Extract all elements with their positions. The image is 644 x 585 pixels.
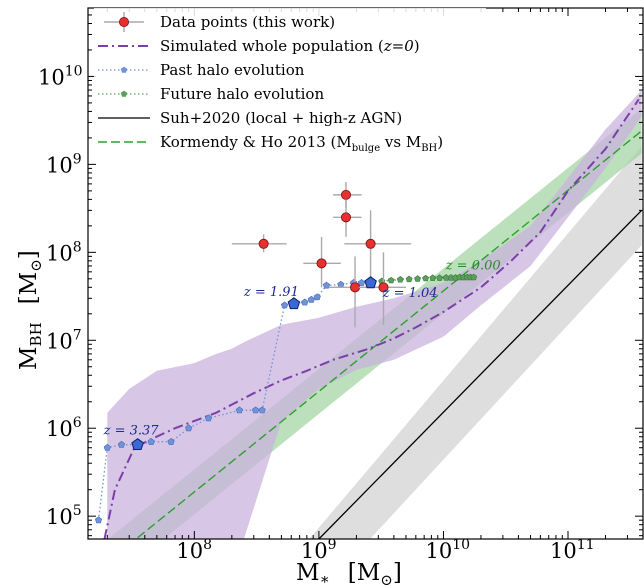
past-halo-point <box>103 443 111 451</box>
highlight-marker <box>287 297 301 310</box>
y-tick-label: 1010 <box>38 63 83 89</box>
legend-label: Simulated whole population (z=0) <box>160 37 420 55</box>
legend-label: Kormendy & Ho 2013 (Mbulge vs MBH) <box>160 133 443 154</box>
simulated-population-band <box>107 90 642 539</box>
highlight-marker <box>364 276 377 289</box>
data-point-marker <box>350 282 361 293</box>
x-tick-label: 108 <box>176 537 212 563</box>
future-halo-point <box>387 276 395 284</box>
legend-entry: Data points (this work) <box>104 12 335 32</box>
redshift-label: z = 1.04 <box>382 286 438 301</box>
legend-label: Past halo evolution <box>160 61 305 79</box>
data-point <box>333 199 362 237</box>
legend: Data points (this work) Simulated whole p… <box>94 8 486 158</box>
future-halo-point <box>396 276 404 283</box>
past-halo-point <box>167 438 175 445</box>
y-tick-label: 109 <box>46 151 82 177</box>
y-tick-label: 108 <box>46 239 82 265</box>
redshift-label: z = 3.37 <box>103 424 160 439</box>
past-halo-point <box>307 295 315 303</box>
data-markers <box>94 182 478 524</box>
highlight-marker <box>131 438 144 450</box>
past-halo-point <box>313 293 321 301</box>
data-point <box>344 210 412 288</box>
legend-entry: Future halo evolution <box>98 85 324 103</box>
legend-entry: Past halo evolution <box>98 61 305 79</box>
data-point-marker <box>365 238 376 249</box>
data-point-marker <box>316 258 327 269</box>
legend-label: Data points (this work) <box>160 13 335 31</box>
suh2020-band <box>309 146 642 539</box>
past-halo-point <box>280 301 289 309</box>
y-tick-label: 105 <box>46 503 82 529</box>
y-tick-label: 107 <box>46 327 82 353</box>
past-halo-point <box>258 406 266 414</box>
data-point-marker <box>378 282 389 293</box>
future-halo-point <box>405 275 413 283</box>
past-halo-point <box>322 281 331 289</box>
data-point-marker <box>258 238 269 249</box>
suh2020-line <box>318 209 643 539</box>
axis-ticks: 108 109 1010 1011 105 106 107 108 109 1010 <box>38 7 644 563</box>
past-halo-point <box>235 406 243 414</box>
data-point-marker <box>340 212 351 223</box>
future-halo-point <box>414 275 421 282</box>
redshift-label: z = 0.00 <box>445 258 501 273</box>
past-halo-point <box>185 424 193 432</box>
kormendy-ho-line <box>134 130 643 539</box>
data-point <box>303 236 341 288</box>
x-tick-label: 1011 <box>550 537 595 563</box>
future-halo-point <box>429 274 437 281</box>
past-halo-point <box>357 279 366 286</box>
y-tick-label: 106 <box>46 415 82 441</box>
legend-marker <box>119 16 130 27</box>
legend-entry: Suh+2020 (local + high-z AGN) <box>98 109 402 127</box>
legend-background <box>94 8 486 158</box>
past-halo-point <box>204 414 213 422</box>
legend-label: Future halo evolution <box>160 85 324 103</box>
data-point-marker <box>340 189 351 200</box>
shaded-bands <box>107 90 642 539</box>
legend-marker <box>120 90 128 97</box>
x-tick-label: 1010 <box>425 537 470 563</box>
x-axis-label: M∗ [M⊙] <box>296 560 402 585</box>
past-halo-point <box>301 298 309 306</box>
data-point <box>333 182 362 208</box>
data-point <box>231 234 287 253</box>
legend-entry: Kormendy & Ho 2013 (Mbulge vs MBH) <box>98 133 443 154</box>
legend-entry: Simulated whole population (z=0) <box>98 37 420 55</box>
past-halo-point <box>147 438 155 445</box>
future-halo-point <box>422 274 430 282</box>
future-halo-point <box>436 274 443 281</box>
legend-marker <box>120 66 128 73</box>
x-tick-label: 109 <box>301 537 337 563</box>
redshift-annotations: z = 3.37 z = 1.91 z = 1.04 z = 0.00 <box>103 258 501 438</box>
simulated-median-line <box>103 98 640 539</box>
past-halo-point <box>94 516 103 524</box>
past-halo-point <box>337 280 345 288</box>
legend-label: Suh+2020 (local + high-z AGN) <box>160 109 402 127</box>
past-halo-point <box>251 406 260 414</box>
future-halo-point <box>470 273 478 281</box>
y-axis-label: MBH[M⊙] <box>16 250 45 370</box>
past-halo-point <box>117 440 126 448</box>
redshift-label: z = 1.91 <box>243 285 299 300</box>
